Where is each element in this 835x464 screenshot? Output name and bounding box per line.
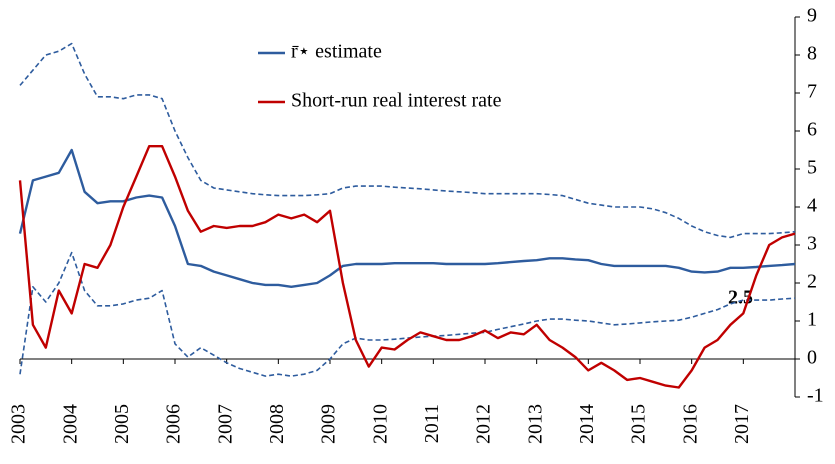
x-tick-label: 2006 xyxy=(163,404,185,444)
x-tick-label: 2007 xyxy=(214,404,236,444)
x-tick-label: 2004 xyxy=(59,404,81,444)
y-tick-label: -1 xyxy=(807,385,824,407)
y-tick-label: 2 xyxy=(807,271,817,293)
x-tick-label: 2017 xyxy=(731,404,753,444)
y-tick-label: 4 xyxy=(807,195,817,217)
y-tick-label: 7 xyxy=(807,81,817,103)
x-tick-label: 2010 xyxy=(369,404,391,444)
series-line xyxy=(18,148,796,288)
y-tick-label: 0 xyxy=(807,347,817,369)
y-tick-label: 5 xyxy=(807,157,817,179)
legend-label: r̄⋆ estimate xyxy=(291,41,382,63)
y-tick-label: 8 xyxy=(807,43,817,65)
y-tick-label: 1 xyxy=(807,309,817,331)
x-tick-label: 2003 xyxy=(8,404,30,444)
x-tick-label: 2012 xyxy=(473,404,495,444)
x-tick-label: 2016 xyxy=(679,404,701,444)
y-tick-label: 9 xyxy=(807,5,817,27)
x-tick-label: 2015 xyxy=(628,404,650,444)
x-tick-label: 2011 xyxy=(421,404,443,443)
legend-label: Short-run real interest rate xyxy=(291,90,502,112)
x-tick-label: 2008 xyxy=(266,404,288,444)
y-tick-label: 3 xyxy=(807,233,817,255)
x-tick-label: 2013 xyxy=(524,404,546,444)
series-line xyxy=(18,145,796,389)
x-tick-label: 2014 xyxy=(576,404,598,444)
y-tick-label: 6 xyxy=(807,119,817,141)
x-tick-label: 2009 xyxy=(318,404,340,444)
x-tick-label: 2005 xyxy=(111,404,133,444)
band-line xyxy=(19,251,796,377)
band-line xyxy=(19,42,796,239)
